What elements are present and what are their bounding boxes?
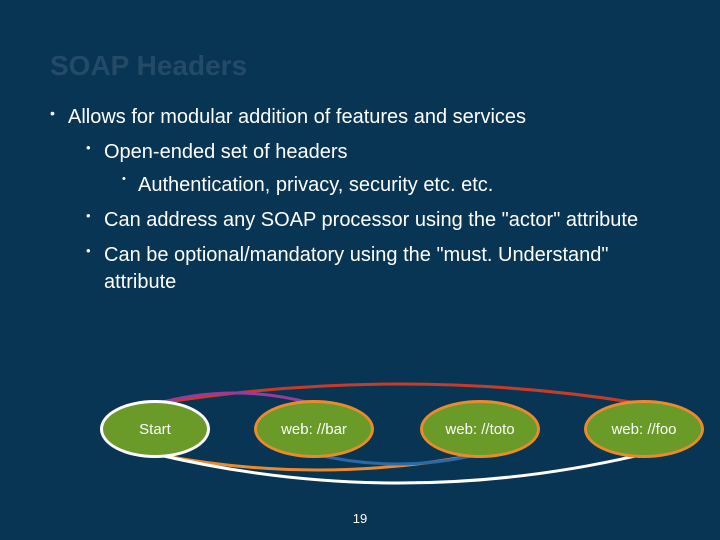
slide-title: SOAP Headers [50, 50, 670, 82]
bullet-l2b-text: Can address any SOAP processor using the… [104, 209, 638, 231]
arrow-start-foo [155, 454, 644, 483]
bullet-l1-text: Allows for modular addition of features … [68, 106, 526, 128]
node-toto: web: //toto [420, 400, 540, 458]
node-foo: web: //foo [584, 400, 704, 458]
slide: SOAP Headers Allows for modular addition… [0, 0, 720, 540]
bullet-l3a-text: Authentication, privacy, security etc. e… [138, 174, 493, 196]
bullet-list: Allows for modular addition of features … [50, 104, 670, 296]
bullet-l2a: Open-ended set of headers Authentication… [86, 139, 670, 199]
arrow-start-foo [155, 384, 644, 404]
bullet-l1: Allows for modular addition of features … [50, 104, 670, 296]
bullet-l3a: Authentication, privacy, security etc. e… [122, 172, 670, 199]
bullet-l2b: Can address any SOAP processor using the… [86, 207, 670, 234]
page-number: 19 [0, 511, 720, 526]
bullet-l2c: Can be optional/mandatory using the "mus… [86, 242, 670, 296]
node-bar: web: //bar [254, 400, 374, 458]
bullet-l2a-text: Open-ended set of headers [104, 141, 348, 163]
node-start: Start [100, 400, 210, 458]
bullet-l2c-text: Can be optional/mandatory using the "mus… [104, 244, 609, 293]
